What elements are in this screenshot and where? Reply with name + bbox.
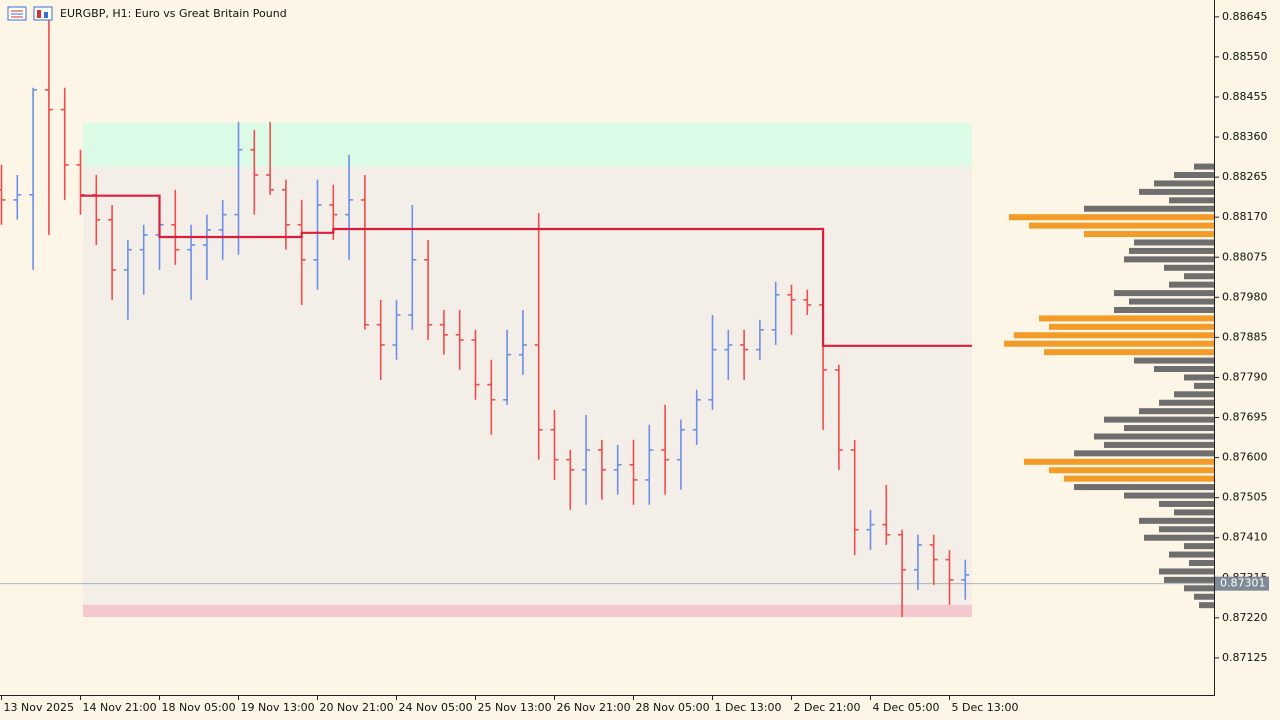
profile-bar: [1129, 247, 1214, 254]
profile-bar: [1164, 264, 1214, 271]
x-tick-label: 20 Nov 21:00: [320, 701, 394, 714]
profile-bar: [1124, 256, 1214, 263]
profile-bar: [1194, 163, 1214, 170]
x-tick-label: 14 Nov 21:00: [83, 701, 157, 714]
profile-bar: [1174, 509, 1214, 516]
y-tick-label: 0.88360: [1222, 130, 1268, 143]
icon: [33, 6, 53, 21]
profile-bar: [1159, 399, 1214, 406]
profile-bar: [1104, 441, 1214, 448]
profile-bar: [1169, 281, 1214, 288]
profile-bar: [1074, 484, 1214, 491]
x-tick-label: 19 Nov 13:00: [241, 701, 315, 714]
profile-bar: [1084, 231, 1214, 238]
profile-bar: [1194, 593, 1214, 600]
x-tick-label: 24 Nov 05:00: [399, 701, 473, 714]
profile-bar: [1074, 450, 1214, 457]
profile-bar: [1139, 517, 1214, 524]
y-tick-label: 0.88455: [1222, 90, 1268, 103]
profile-bar: [1139, 408, 1214, 415]
y-tick-label: 0.87125: [1222, 651, 1268, 664]
x-tick-label: 5 Dec 13:00: [952, 701, 1019, 714]
profile-bar: [1024, 458, 1214, 465]
profile-bar: [1039, 315, 1214, 322]
x-tick-label: 26 Nov 21:00: [557, 701, 631, 714]
profile-bar: [1134, 239, 1214, 246]
profile-bar: [1169, 197, 1214, 204]
x-tick-label: 13 Nov 2025: [4, 701, 74, 714]
chart-title: EURGBP, H1: Euro vs Great Britain Pound: [60, 7, 287, 20]
icon-bar: [44, 12, 48, 18]
profile-bar: [1124, 492, 1214, 499]
zone: [83, 604, 972, 617]
last-price-label: 0.87301: [1220, 577, 1266, 590]
profile-bar: [1144, 534, 1214, 541]
y-tick-label: 0.87695: [1222, 411, 1268, 424]
y-tick-label: 0.88550: [1222, 50, 1268, 63]
profile-bar: [1159, 526, 1214, 533]
y-tick-label: 0.87220: [1222, 611, 1268, 624]
profile-bar: [1114, 306, 1214, 313]
y-tick-label: 0.87980: [1222, 290, 1268, 303]
x-tick-label: 4 Dec 05:00: [873, 701, 940, 714]
x-tick-label: 18 Nov 05:00: [162, 701, 236, 714]
last-price-box: [1215, 576, 1269, 591]
plot-layer: [0, 14, 1214, 617]
profile-bar: [1174, 391, 1214, 398]
profile-bar: [1084, 205, 1214, 212]
y-tick-label: 0.88075: [1222, 250, 1268, 263]
profile-bar: [1139, 188, 1214, 195]
profile-bar: [1104, 416, 1214, 423]
x-tick-label: 25 Nov 13:00: [478, 701, 552, 714]
y-tick-label: 0.87885: [1222, 330, 1268, 343]
profile-bar: [1094, 433, 1214, 440]
profile-bar: [1184, 374, 1214, 381]
profile-bar: [1159, 500, 1214, 507]
profile-bar: [1184, 585, 1214, 592]
profile-bar: [1174, 172, 1214, 179]
profile-bar: [1194, 382, 1214, 389]
profile-bar: [1114, 290, 1214, 297]
symbol-icons: [7, 6, 53, 21]
profile-bar: [1184, 273, 1214, 280]
x-tick-label: 28 Nov 05:00: [636, 701, 710, 714]
x-tick-label: 2 Dec 21:00: [794, 701, 861, 714]
profile-bar: [1064, 475, 1214, 482]
y-tick-label: 0.87600: [1222, 451, 1268, 464]
poc-line: [80, 194, 972, 347]
y-tick-label: 0.88645: [1222, 10, 1268, 23]
profile-bar: [1129, 298, 1214, 305]
profile-bar: [1154, 366, 1214, 373]
profile-bar: [1029, 222, 1214, 229]
profile-bar: [1009, 214, 1214, 221]
icon-bar: [37, 10, 41, 18]
profile-bar: [1044, 349, 1214, 356]
y-tick-label: 0.87790: [1222, 370, 1268, 383]
profile-bar: [1189, 560, 1214, 567]
y-tick-label: 0.88170: [1222, 210, 1268, 223]
profile-bar: [1124, 425, 1214, 432]
profile-bar: [1184, 543, 1214, 550]
zone: [83, 122, 972, 167]
profile-bar: [1004, 340, 1214, 347]
x-tick-label: 1 Dec 13:00: [715, 701, 782, 714]
profile-bar: [1154, 180, 1214, 187]
profile-bar: [1169, 551, 1214, 558]
y-tick-label: 0.87410: [1222, 531, 1268, 544]
y-tick-label: 0.88265: [1222, 170, 1268, 183]
profile-bar: [1049, 323, 1214, 330]
profile-bar: [1164, 576, 1214, 583]
profile-bar: [1014, 332, 1214, 339]
profile-bar: [1159, 568, 1214, 575]
profile-bar: [1134, 357, 1214, 364]
profile-bar: [1199, 602, 1214, 609]
profile-bar: [1049, 467, 1214, 474]
y-tick-label: 0.87505: [1222, 491, 1268, 504]
